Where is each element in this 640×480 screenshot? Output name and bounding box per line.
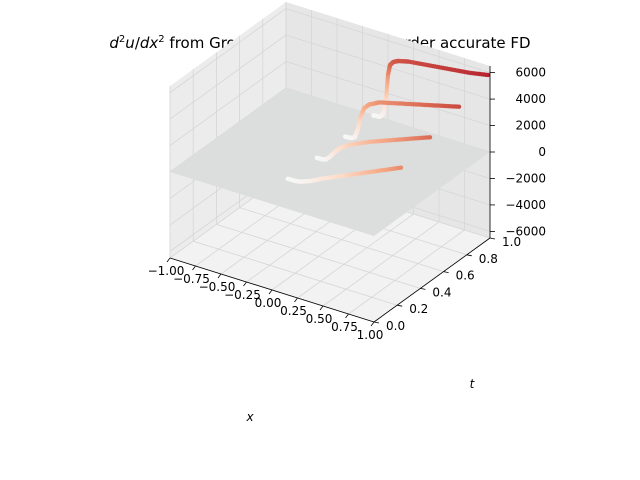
- x-tick-label: 0.50: [306, 312, 333, 326]
- axis-labels: xt: [245, 377, 475, 424]
- y-tick-label: 0.6: [456, 269, 475, 283]
- y-tick-label: 0.8: [479, 252, 498, 266]
- tick-labels: −1.00−0.75−0.50−0.250.000.250.500.751.00…: [148, 66, 546, 342]
- x-tick-label: −0.75: [173, 272, 210, 286]
- x-tick-label: 0.75: [331, 320, 358, 334]
- grid-line: [216, 224, 421, 289]
- tick-mark: [397, 304, 403, 307]
- y-axis-label: t: [470, 377, 476, 391]
- data-points: [285, 58, 491, 184]
- x-tick-label: −0.50: [199, 280, 236, 294]
- grid-line: [322, 221, 440, 307]
- z-tick-label: −6000: [505, 224, 546, 238]
- data-point: [427, 135, 433, 140]
- tick-mark: [217, 273, 222, 279]
- z-tick-label: 0: [538, 145, 546, 159]
- y-tick-label: 0.4: [432, 285, 451, 299]
- x-tick-label: −1.00: [148, 264, 185, 278]
- data-point: [456, 104, 462, 109]
- y-tick-label: 1.0: [502, 235, 521, 249]
- y-tick-label: 0.0: [386, 319, 405, 333]
- z-tick-label: 2000: [515, 119, 546, 133]
- tick-mark: [466, 254, 472, 257]
- tick-mark: [443, 271, 449, 273]
- tick-mark: [268, 289, 273, 295]
- grid-line: [239, 207, 444, 272]
- y-tick-label: 0.2: [409, 302, 428, 316]
- data-point: [485, 72, 491, 78]
- tick-mark: [166, 257, 171, 263]
- z-tick-label: 6000: [515, 66, 546, 80]
- x-tick-label: 1.00: [357, 328, 384, 342]
- grid-line: [169, 61, 287, 146]
- x-tick-label: 0.00: [255, 296, 282, 310]
- tick-mark: [192, 265, 196, 271]
- grid-line: [193, 240, 398, 306]
- tick-mark: [243, 281, 247, 287]
- tick-mark: [294, 297, 298, 303]
- grid-line: [169, 8, 287, 93]
- x-tick-label: 0.25: [280, 304, 307, 318]
- z-tick-label: −2000: [505, 171, 546, 185]
- tick-mark: [373, 321, 380, 324]
- z-tick-label: −4000: [505, 198, 546, 212]
- tick-mark: [345, 313, 349, 319]
- grid-line: [297, 213, 414, 299]
- x-axis-label: x: [245, 410, 254, 424]
- tick-mark: [319, 305, 324, 311]
- grid-line: [348, 229, 465, 315]
- z-tick-label: 4000: [515, 92, 546, 106]
- tick-mark: [420, 288, 426, 290]
- tick-mark: [370, 321, 375, 327]
- grid-line: [169, 34, 287, 120]
- data-point: [398, 165, 404, 170]
- grid-line: [285, 8, 491, 73]
- zero-surface-layer: [170, 88, 490, 236]
- t-axis-line: [373, 237, 491, 323]
- zero-surface: [170, 88, 490, 236]
- x-tick-label: −0.25: [224, 288, 261, 302]
- tick-mark: [489, 237, 496, 240]
